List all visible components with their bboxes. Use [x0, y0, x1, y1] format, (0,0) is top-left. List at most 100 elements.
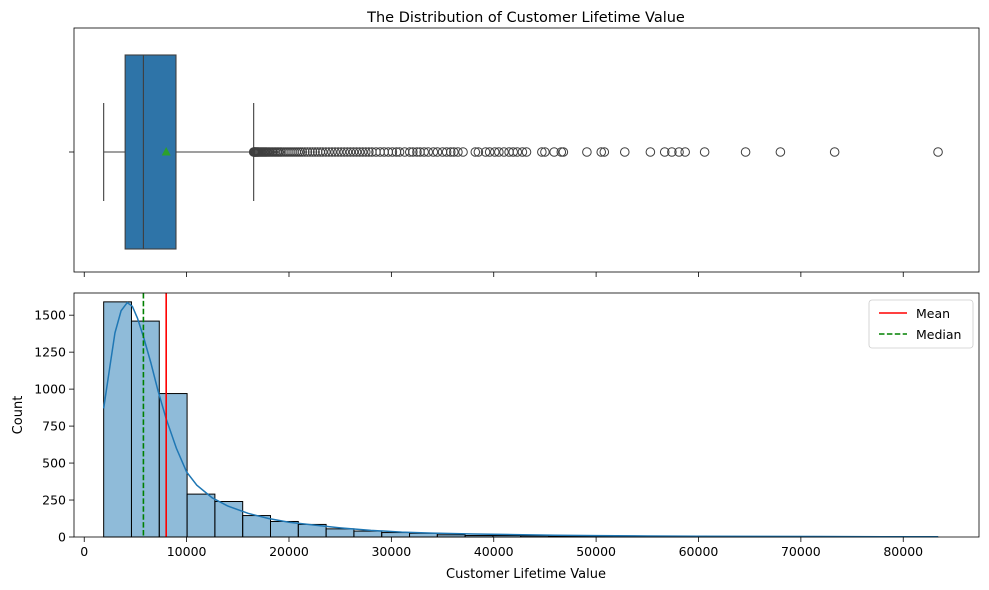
- outlier-point: [321, 147, 331, 157]
- outlier-point: [933, 147, 943, 157]
- chart-title: The Distribution of Customer Lifetime Va…: [366, 10, 685, 26]
- outlier-point: [480, 147, 491, 157]
- y-axis-label: Count: [11, 396, 26, 435]
- outlier-point: [333, 147, 343, 157]
- outlier-point: [305, 147, 315, 157]
- outlier-point: [740, 147, 751, 157]
- outlier-point: [473, 147, 484, 157]
- outlier-point: [360, 147, 371, 157]
- y-tick-label: 1000: [34, 382, 66, 397]
- outlier-point: [423, 147, 434, 157]
- outlier-point: [354, 147, 365, 157]
- outlier-point: [549, 147, 559, 157]
- outlier-point: [345, 147, 356, 157]
- outlier-point: [324, 147, 334, 157]
- x-axis-label: Customer Lifetime Value: [446, 567, 606, 582]
- outlier-point: [307, 147, 318, 157]
- outlier-point: [302, 147, 313, 157]
- histogram-bar: [269, 520, 299, 538]
- bottom-y-ticks: 0 250 500 750 1000 1250 1500: [34, 308, 74, 545]
- outlier-point: [674, 147, 684, 157]
- outlier-point: [412, 147, 422, 157]
- reference-lines: [142, 293, 167, 537]
- boxplot-panel: The Distribution of Customer Lifetime Va…: [69, 10, 980, 277]
- outlier-point: [582, 147, 592, 157]
- outlier-point: [404, 147, 415, 157]
- outlier-point: [667, 147, 677, 157]
- legend-box: [868, 299, 974, 349]
- x-tick-label: 80000: [883, 544, 923, 559]
- x-tick-label: 60000: [679, 544, 719, 559]
- legend-mean-label: Mean: [916, 306, 950, 321]
- outlier-point: [364, 147, 374, 157]
- outlier-point: [317, 147, 328, 157]
- x-tick-label: 30000: [371, 544, 411, 559]
- x-tick-label: 70000: [781, 544, 821, 559]
- outlier-point: [537, 147, 547, 157]
- outlier-point: [775, 147, 786, 157]
- y-tick-label: 750: [42, 419, 66, 434]
- y-tick-label: 500: [42, 456, 66, 471]
- outlier-point: [330, 147, 340, 157]
- outlier-point: [458, 147, 468, 157]
- y-tick-label: 1500: [34, 308, 66, 323]
- outlier-point: [517, 147, 528, 157]
- outlier-point: [310, 147, 320, 157]
- outlier-point: [297, 147, 308, 157]
- histogram-axes-frame: [73, 292, 980, 538]
- outlier-point: [521, 147, 532, 157]
- outlier-point: [558, 147, 569, 157]
- histogram-bar: [325, 528, 355, 538]
- histogram-bars: [103, 301, 939, 538]
- outlier-point: [339, 147, 350, 157]
- outlier-point: [348, 147, 359, 157]
- x-tick-label: 40000: [474, 544, 514, 559]
- outlier-point: [419, 147, 429, 157]
- outlier-point: [453, 147, 463, 157]
- outlier-point: [829, 147, 840, 157]
- boxplot: [103, 54, 255, 250]
- outlier-point: [300, 147, 310, 157]
- outlier-point: [659, 147, 670, 157]
- legend: Mean Median: [868, 299, 974, 349]
- outlier-point: [449, 147, 459, 157]
- x-tick-label: 20000: [269, 544, 309, 559]
- outlier-point: [645, 147, 656, 157]
- histogram-bar: [186, 493, 216, 538]
- mean-marker: [161, 147, 171, 156]
- histogram-bar: [353, 530, 383, 538]
- y-tick-label: 1250: [34, 345, 66, 360]
- legend-median-label: Median: [916, 327, 961, 342]
- x-tick-label: 0: [80, 544, 88, 559]
- outlier-point: [494, 147, 504, 157]
- outlier-point: [540, 147, 550, 157]
- outlier-point: [441, 147, 452, 157]
- outlier-point: [484, 147, 495, 157]
- outlier-point: [499, 147, 509, 157]
- outlier-point: [327, 147, 337, 157]
- outlier-point: [596, 147, 607, 157]
- outlier-point: [470, 147, 481, 157]
- outlier-point: [342, 147, 353, 157]
- outlier-point: [357, 147, 368, 157]
- outlier-point: [512, 147, 523, 157]
- outlier-point: [428, 147, 439, 157]
- y-tick-label: 250: [42, 493, 66, 508]
- outlier-point: [336, 147, 347, 157]
- histogram-bar: [381, 532, 411, 538]
- x-tick-label: 10000: [167, 544, 207, 559]
- histogram-bar: [158, 393, 188, 538]
- bottom-x-ticks: 0 10000 20000 30000 40000 50000 60000 70000 8000…: [80, 537, 923, 559]
- outlier-point: [699, 147, 710, 157]
- outlier-point: [408, 147, 418, 157]
- outlier-point: [432, 147, 443, 157]
- outlier-point: [394, 147, 405, 157]
- histogram-bar: [214, 501, 244, 538]
- outlier-point: [599, 147, 610, 157]
- outlier-point: [508, 147, 518, 157]
- outlier-point: [489, 147, 500, 157]
- y-tick-label: 0: [58, 530, 66, 545]
- boxplot-axes-frame: [73, 27, 980, 273]
- outlier-point: [619, 147, 630, 157]
